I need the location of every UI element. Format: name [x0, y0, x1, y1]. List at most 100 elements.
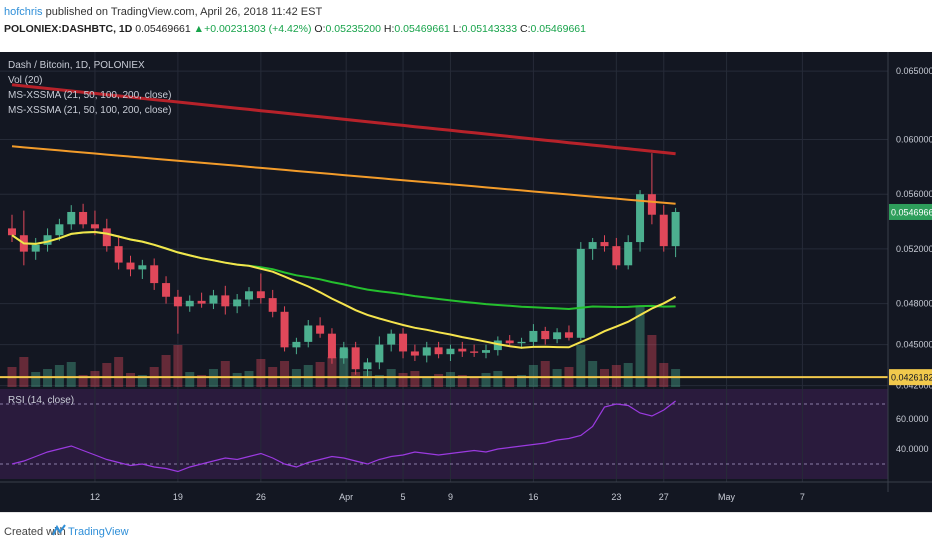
- candle-body: [493, 340, 502, 351]
- candle-body: [671, 211, 680, 247]
- candle-body: [316, 325, 325, 334]
- candle-body: [399, 333, 408, 352]
- volume-bar: [19, 357, 29, 387]
- volume-bar: [137, 375, 147, 387]
- candle-body: [564, 332, 573, 338]
- candle-body: [339, 347, 348, 359]
- volume-bar: [54, 365, 64, 387]
- y-tick-label: 0.05200000: [896, 244, 932, 254]
- candle-body: [304, 325, 313, 342]
- publish-header: hofchris published on TradingView.com, A…: [4, 6, 322, 18]
- candle-body: [55, 224, 64, 236]
- symbol-label: POLONIEX:DASHBTC, 1D: [4, 23, 133, 35]
- candle-body: [410, 351, 419, 356]
- x-tick-label: 19: [173, 492, 183, 502]
- tradingview-brand-link[interactable]: TradingView: [68, 526, 129, 538]
- volume-bar: [647, 335, 657, 387]
- volume-bar: [363, 371, 372, 387]
- ma-100-line: [11, 145, 676, 205]
- candle-body: [529, 330, 538, 342]
- candle-body: [90, 224, 99, 229]
- legend-ma-1: MS-XSSMA (21, 50, 100, 200, close): [8, 90, 171, 101]
- volume-bar: [576, 345, 586, 387]
- volume-bar: [611, 365, 621, 387]
- candle-body: [624, 242, 633, 266]
- y-tick-label: 0.04200000: [896, 381, 932, 391]
- rsi-pane: 60.0000 40.0000: [0, 400, 929, 473]
- candle-body: [517, 341, 526, 344]
- y-tick-label: 0.06000000: [896, 135, 932, 145]
- candle-body: [102, 228, 111, 247]
- candle-body: [422, 347, 431, 356]
- published-text: published on TradingView.com, April 26, …: [45, 6, 323, 18]
- change-value: +0.00231303 (+4.42%): [204, 23, 312, 35]
- high-label: H:: [383, 23, 395, 35]
- volume-bar: [517, 375, 527, 387]
- candle-body: [245, 291, 253, 300]
- candle-body: [256, 291, 265, 299]
- volume-bar: [256, 359, 266, 387]
- volume-bar: [493, 371, 503, 387]
- candle-body: [221, 295, 230, 307]
- volume-bar: [457, 375, 467, 387]
- candle-body: [363, 362, 372, 370]
- close-label: C:: [520, 23, 531, 35]
- y-tick-label: 0.05600000: [896, 189, 932, 199]
- volume-bar: [173, 345, 183, 387]
- volume-bar: [398, 373, 408, 387]
- volume-bar: [374, 375, 384, 387]
- footer: Created with TradingView: [0, 512, 932, 551]
- support-price-label: 0.04261821: [891, 373, 932, 383]
- y-tick-label: 0.04500000: [896, 340, 932, 350]
- candle-body: [126, 262, 135, 270]
- volume-bar: [434, 374, 444, 387]
- publisher-link[interactable]: hofchris: [4, 6, 43, 18]
- volume-bar: [351, 372, 361, 387]
- y-tick-label: 0.06500000: [896, 66, 932, 76]
- volume-bar: [114, 357, 124, 387]
- ma-21-line: [11, 230, 677, 349]
- candle-body: [43, 235, 52, 245]
- candle-body: [351, 347, 360, 370]
- chart-canvas[interactable]: 60.0000 40.0000 0.06500000 0.06000000 0.056…: [0, 52, 932, 512]
- candle-body: [327, 333, 336, 359]
- legend-ma-2: MS-XSSMA (21, 50, 100, 200, close): [8, 105, 171, 116]
- candle-body: [612, 246, 621, 266]
- x-tick-label: 26: [256, 492, 266, 502]
- candle-body: [387, 333, 396, 345]
- candle-body: [553, 332, 562, 340]
- tradingview-logo-icon: [52, 524, 66, 536]
- x-tick-label: Apr: [339, 492, 353, 502]
- candle-body: [185, 300, 194, 307]
- support-price-tag: [889, 369, 932, 386]
- created-with-label: Created with: [4, 526, 66, 538]
- volume-bar: [315, 362, 325, 387]
- x-tick-label: 7: [800, 492, 805, 502]
- volume-bar: [126, 373, 135, 387]
- candle-body: [470, 351, 479, 353]
- candles: [8, 153, 680, 378]
- candle-body: [588, 242, 597, 249]
- volume-bar: [445, 372, 455, 387]
- x-tick-label: 23: [611, 492, 621, 502]
- candle-body: [67, 211, 76, 225]
- volume-bar: [469, 377, 479, 387]
- volume-bar: [66, 362, 76, 387]
- volume-bar: [481, 373, 491, 387]
- volume-bar: [540, 361, 550, 387]
- open-label: O:: [314, 23, 326, 35]
- axes: 0.06500000 0.06000000 0.05600000 0.05200000…: [0, 52, 932, 502]
- legend-title: Dash / Bitcoin, 1D, POLONIEX: [8, 60, 145, 71]
- candle-body: [434, 347, 443, 355]
- volume-bar: [31, 372, 41, 387]
- ma-200-line: [11, 83, 676, 156]
- candle-body: [162, 283, 171, 297]
- symbol-header: POLONIEX:DASHBTC, 1D 0.05469661 ▲+0.0023…: [4, 23, 586, 35]
- candle-body: [197, 300, 206, 304]
- candle-body: [541, 330, 550, 340]
- volume-bar: [339, 349, 349, 387]
- volume-bar: [102, 363, 112, 387]
- candle-body: [79, 211, 88, 225]
- volume-bar: [303, 365, 313, 387]
- open-value: 0.05235200: [325, 23, 381, 35]
